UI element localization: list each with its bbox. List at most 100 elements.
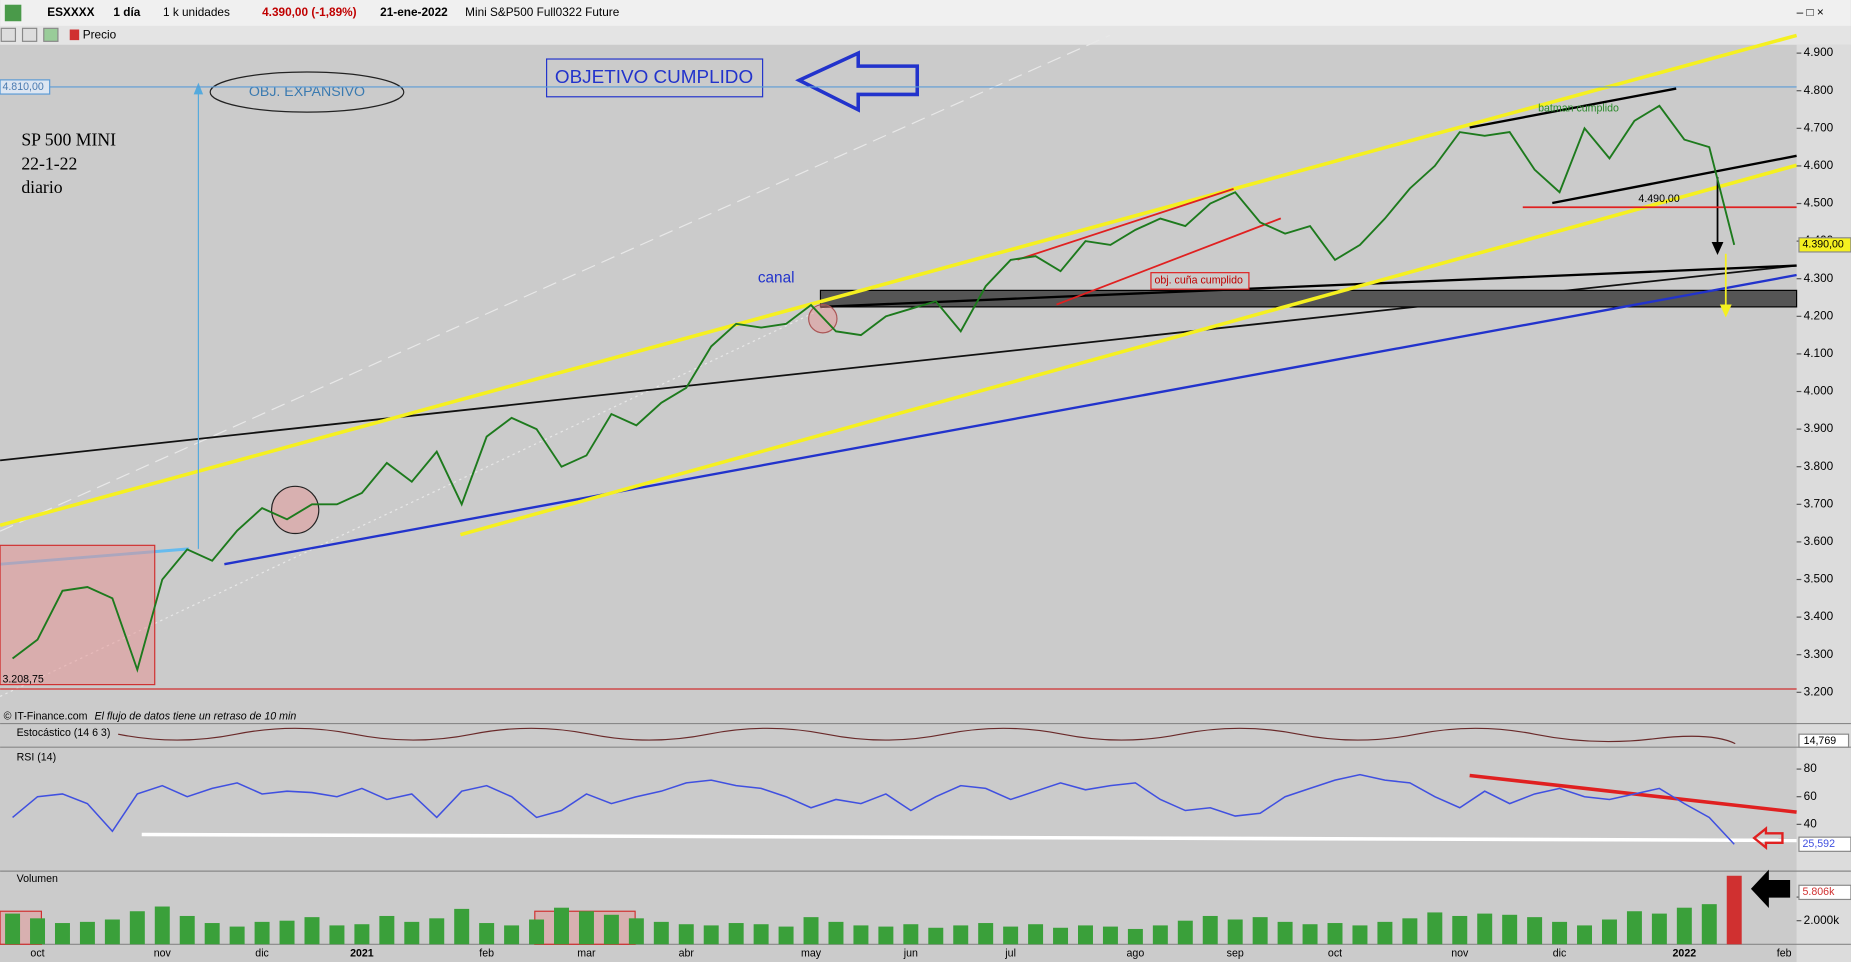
y-tick-label: 60 — [1804, 789, 1818, 803]
volume-bar — [578, 911, 594, 945]
blue-trend — [224, 273, 1797, 566]
symbol[interactable]: ESXXXX — [47, 5, 94, 19]
batman-label: batman cumplido — [1538, 102, 1619, 114]
batman-line — [1469, 87, 1677, 129]
y-tick-label: 4.500 — [1804, 196, 1834, 210]
volume-bar — [1102, 926, 1118, 945]
y-tick-label: 3.900 — [1804, 421, 1834, 435]
volume-bar — [1177, 920, 1193, 945]
stochastic-label: Estocástico (14 6 3) — [17, 727, 111, 739]
volume-bar — [1452, 915, 1468, 945]
volume-bar — [229, 926, 245, 945]
volume-bar — [129, 911, 145, 945]
objective-box — [546, 58, 764, 98]
volume-bar — [1028, 924, 1044, 945]
y-tick-label: 40 — [1804, 816, 1818, 830]
y-tick-label: 3.200 — [1804, 684, 1834, 698]
y-tick-label: 3.800 — [1804, 459, 1834, 473]
y-tick-label: 4.300 — [1804, 271, 1834, 285]
units[interactable]: 1 k unidades — [163, 5, 230, 19]
y-tick-label: 3.500 — [1804, 572, 1834, 586]
volume-bar — [728, 923, 744, 945]
volume-bar — [254, 921, 270, 945]
volume-bar — [828, 921, 844, 945]
x-tick-label: ago — [1127, 948, 1145, 960]
x-tick-label: dic — [255, 948, 269, 960]
volume-bar — [1527, 917, 1543, 945]
volume-bar — [1053, 927, 1069, 945]
x-tick-label: dic — [1553, 948, 1567, 960]
big-left-arrow — [795, 50, 920, 113]
volume-bar — [504, 925, 520, 945]
volume-bar — [778, 926, 794, 945]
y-tick-label: 4.200 — [1804, 308, 1834, 322]
volume-bar — [703, 925, 719, 945]
chart-date: 22-1-22 — [21, 153, 77, 173]
volume-bar — [1003, 926, 1019, 945]
y-tick-label: 3.700 — [1804, 496, 1834, 510]
volume-label: Volumen — [17, 873, 58, 885]
y-tick-label: 3.300 — [1804, 647, 1834, 661]
volume-bar — [1127, 928, 1143, 945]
yellow-channel — [0, 33, 1798, 527]
stochastic-value-box — [1798, 733, 1850, 748]
y-tick-label: 4.600 — [1804, 158, 1834, 172]
volume-bar — [179, 915, 195, 945]
copyright: © IT-Finance.com — [4, 710, 88, 722]
x-tick-label: abr — [679, 948, 695, 960]
rsi-arrow — [1752, 826, 1784, 850]
volume-bar — [54, 923, 70, 945]
x-tick-label: 2022 — [1673, 948, 1697, 960]
volume-bar — [329, 925, 345, 945]
x-tick-label: oct — [1328, 948, 1342, 960]
target-ellipse — [209, 71, 405, 113]
chart-name: SP 500 MINI — [21, 130, 116, 150]
volume-bar — [1502, 914, 1518, 945]
x-tick-label: oct — [30, 948, 44, 960]
volume-bar — [5, 913, 21, 945]
volume-bar — [1701, 904, 1717, 945]
y-tick-label: 80 — [1804, 761, 1818, 775]
volume-bar — [853, 925, 869, 945]
arrow-head — [1719, 304, 1732, 318]
x-tick-label: mar — [577, 948, 596, 960]
dotted-trend — [0, 306, 827, 697]
volume-bar — [903, 924, 919, 945]
quote-date: 21-ene-2022 — [380, 5, 448, 19]
volume-bar — [154, 906, 170, 945]
volume-bar — [429, 918, 445, 945]
rsi-support — [141, 832, 1797, 843]
last-value-label: 25,592 — [1803, 838, 1836, 850]
volume-bar — [79, 921, 95, 945]
app-icon[interactable] — [4, 4, 22, 22]
tool-button[interactable] — [0, 27, 17, 42]
arrow-head — [1711, 241, 1724, 255]
x-tick-label: feb — [479, 948, 494, 960]
arrow-head — [193, 82, 204, 95]
volume-bar — [1202, 915, 1218, 945]
volume-bar — [878, 926, 894, 945]
rsi-label: RSI (14) — [17, 752, 57, 764]
volume-bar — [279, 920, 295, 945]
period[interactable]: 1 día — [113, 5, 140, 19]
volume-bar — [30, 918, 46, 945]
volume-bar — [928, 927, 944, 945]
x-tick-label: nov — [1451, 948, 1469, 960]
volume-bar — [1676, 907, 1692, 945]
price-toggle[interactable]: Precio — [83, 28, 117, 42]
window-controls[interactable]: – □ × — [1797, 5, 1824, 19]
tool-button[interactable] — [21, 27, 38, 42]
volume-bar — [603, 914, 619, 945]
volume-arrow — [1750, 869, 1791, 909]
reference-label: 4.490,00 — [1638, 193, 1679, 205]
price-line — [11, 104, 1736, 673]
y-tick-label: 4.100 — [1804, 346, 1834, 360]
volume-bar — [978, 923, 994, 945]
stochastic-line — [118, 727, 1736, 745]
price-panel — [0, 44, 1797, 723]
x-tick-label: 2021 — [350, 948, 374, 960]
tool-button[interactable] — [43, 27, 59, 42]
volume-bar — [1726, 875, 1742, 945]
rsi-line — [12, 773, 1735, 845]
